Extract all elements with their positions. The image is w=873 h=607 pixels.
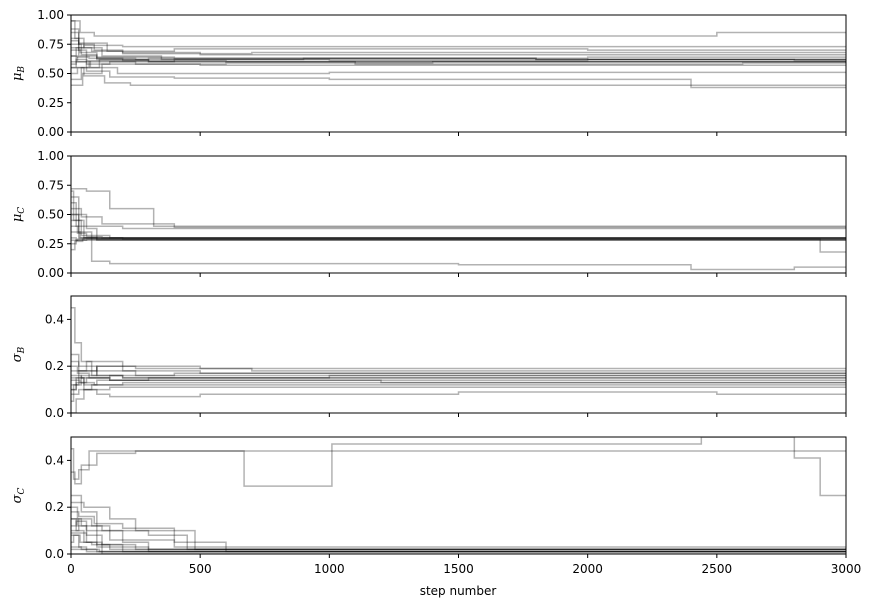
walker-trace-3-2 xyxy=(71,506,846,551)
walker-trace-3-12 xyxy=(71,447,846,480)
walker-trace-1-3 xyxy=(71,225,846,239)
walker-trace-1-10 xyxy=(71,196,846,239)
x-tick-label: 1000 xyxy=(314,562,345,576)
walker-trace-3-11 xyxy=(71,437,846,497)
x-tick-label: 500 xyxy=(189,562,212,576)
walker-trace-1-13 xyxy=(71,237,846,241)
walker-trace-1-7 xyxy=(71,237,846,241)
x-axis-label: step number xyxy=(420,584,497,598)
y-axis-label: σC xyxy=(10,488,27,504)
walker-trace-0-8 xyxy=(71,66,846,86)
walker-trace-0-11 xyxy=(71,20,846,37)
y-axis-label: μB xyxy=(10,66,27,81)
walker-trace-0-1 xyxy=(71,31,846,56)
walker-trace-1-12 xyxy=(71,238,846,253)
y-axis-label: σB xyxy=(10,346,27,362)
walker-trace-2-6 xyxy=(71,365,846,386)
trace-panel-2: 0.0 0.2 0.4 σB xyxy=(10,295,847,420)
walker-trace-2-1 xyxy=(71,365,846,403)
walker-trace-2-12 xyxy=(71,374,846,384)
walker-trace-1-8 xyxy=(71,231,846,241)
walker-trace-3-0 xyxy=(71,518,846,551)
walker-trace-3-4 xyxy=(71,534,846,553)
walker-trace-1-2 xyxy=(71,213,846,240)
walker-trace-2-4 xyxy=(71,365,846,381)
walker-trace-2-8 xyxy=(71,360,846,372)
walker-trace-0-5 xyxy=(71,49,846,60)
y-tick-label: 0.00 xyxy=(37,266,64,280)
walker-trace-1-11 xyxy=(71,213,846,271)
x-tick-label: 1500 xyxy=(443,562,474,576)
y-tick-label: 0.4 xyxy=(45,453,64,467)
y-tick-label: 0.2 xyxy=(45,359,64,373)
y-tick-label: 0.0 xyxy=(45,406,64,420)
walker-trace-0-7 xyxy=(71,37,846,63)
walker-trace-0-0 xyxy=(71,58,846,69)
walker-trace-0-17 xyxy=(71,39,846,61)
panel-frame xyxy=(70,155,847,274)
walker-trace-2-11 xyxy=(71,372,846,391)
y-tick-label: 0.75 xyxy=(37,37,64,51)
walker-trace-2-10 xyxy=(71,353,846,379)
walker-trace-2-5 xyxy=(71,386,846,413)
y-tick-label: 1.00 xyxy=(37,8,64,22)
walker-trace-2-7 xyxy=(71,379,846,386)
walker-trace-2-13 xyxy=(71,360,846,379)
y-axis-label: μC xyxy=(10,207,27,222)
y-tick-label: 1.00 xyxy=(37,149,64,163)
trace-panel-0: 0.00 0.25 0.50 0.75 1.00 μB xyxy=(10,8,847,139)
y-tick-label: 0.50 xyxy=(37,208,64,222)
walker-trace-3-13 xyxy=(71,532,846,554)
walker-trace-2-2 xyxy=(71,306,846,377)
walker-trace-3-1 xyxy=(71,518,846,550)
walker-trace-3-14 xyxy=(71,546,846,553)
walker-trace-0-2 xyxy=(71,61,846,75)
x-tick-label: 3000 xyxy=(831,562,862,576)
walker-trace-0-10 xyxy=(71,61,846,89)
walker-trace-1-6 xyxy=(71,219,846,230)
walker-trace-1-1 xyxy=(71,190,846,239)
x-tick-label: 2500 xyxy=(702,562,733,576)
y-tick-label: 0.25 xyxy=(37,96,64,110)
walker-trace-0-14 xyxy=(71,28,846,53)
walker-trace-0-9 xyxy=(71,43,846,62)
walker-trace-2-0 xyxy=(71,377,846,391)
walker-trace-0-16 xyxy=(71,63,846,86)
walker-trace-0-4 xyxy=(71,58,846,81)
walker-trace-0-12 xyxy=(71,44,846,49)
walker-trace-0-15 xyxy=(71,56,846,65)
walker-trace-1-4 xyxy=(71,238,846,251)
walker-trace-3-3 xyxy=(71,494,846,551)
walker-trace-0-13 xyxy=(71,55,846,75)
trace-panel-3: 0.0 0.2 0.4 0 500 1000 1500 2000 2500 3000 σC xyxy=(10,436,862,576)
walker-trace-0-3 xyxy=(71,20,846,61)
walker-trace-2-3 xyxy=(71,381,846,396)
walker-trace-0-6 xyxy=(71,47,846,57)
walker-trace-1-9 xyxy=(71,188,846,228)
walker-trace-3-7 xyxy=(71,511,846,553)
y-tick-label: 0.0 xyxy=(45,547,64,561)
y-tick-label: 0.75 xyxy=(37,178,64,192)
y-tick-label: 0.50 xyxy=(37,67,64,81)
walker-trace-1-0 xyxy=(71,202,846,240)
walker-trace-3-9 xyxy=(71,518,846,551)
walker-trace-3-6 xyxy=(71,534,846,553)
y-tick-label: 0.4 xyxy=(45,312,64,326)
walker-trace-3-5 xyxy=(71,520,846,553)
walker-trace-3-8 xyxy=(71,501,846,551)
x-tick-label: 2000 xyxy=(572,562,603,576)
y-tick-label: 0.00 xyxy=(37,125,64,139)
y-tick-label: 0.25 xyxy=(37,237,64,251)
walker-trace-1-5 xyxy=(71,207,846,229)
walker-trace-2-9 xyxy=(71,377,846,398)
trace-panel-1: 0.00 0.25 0.50 0.75 1.00 μC xyxy=(10,149,847,280)
y-tick-label: 0.2 xyxy=(45,500,64,514)
walker-trace-3-10 xyxy=(71,548,846,553)
x-tick-label: 0 xyxy=(67,562,75,576)
panel-frame xyxy=(70,295,847,414)
